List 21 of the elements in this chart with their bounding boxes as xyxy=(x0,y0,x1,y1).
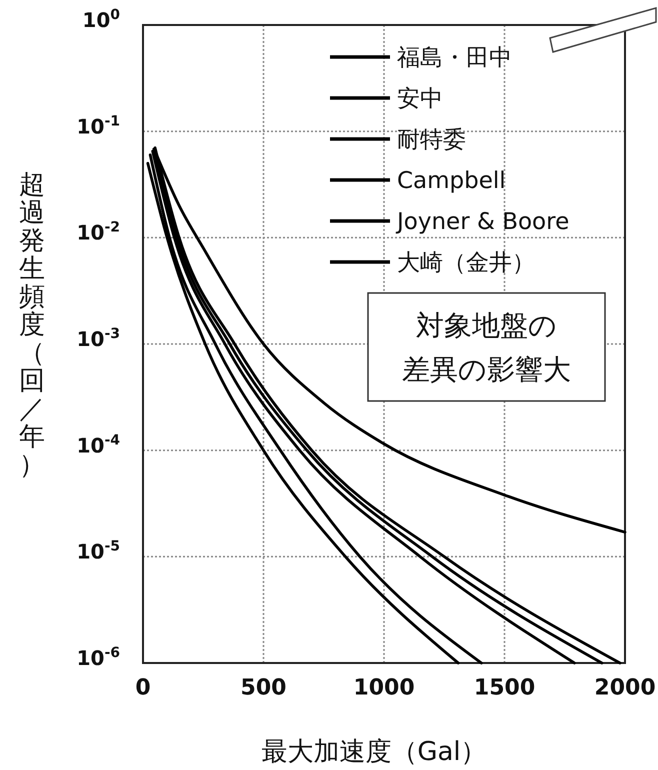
x-tick-label: 1000 xyxy=(353,676,415,701)
y-tick-label: 10$^{-3}$ xyxy=(76,326,120,351)
text: 超過発生頻度（回／年） xyxy=(19,170,45,480)
y-tick-label: 10$^{0}$ xyxy=(82,7,120,32)
y-tick-label: 10$^{-1}$ xyxy=(76,113,120,138)
annotation: 対象地盤の差異の影響大 xyxy=(402,309,571,386)
y-tick-label: 10$^{-4}$ xyxy=(76,432,120,458)
x-tick-label: 0 xyxy=(135,676,151,701)
legend-label: 安中 xyxy=(397,86,443,112)
x-tick-label: 2000 xyxy=(594,676,656,701)
legend-label: Campbell xyxy=(397,168,506,194)
legend-label: Joyner & Boore xyxy=(395,209,570,236)
x-axis-title: 最大加速度（Gal） xyxy=(261,737,487,767)
x-tick-label: 500 xyxy=(240,676,286,701)
legend-label: 大崎（金井） xyxy=(397,250,535,276)
x-tick-label: 1500 xyxy=(474,676,536,701)
y-tick-label: 10$^{-6}$ xyxy=(76,645,120,670)
y-tick-label: 10$^{-2}$ xyxy=(76,220,120,245)
legend-label: 耐特委 xyxy=(397,127,466,154)
legend-label: 福島・田中 xyxy=(397,45,512,72)
y-tick-label: 10$^{-5}$ xyxy=(76,538,120,564)
